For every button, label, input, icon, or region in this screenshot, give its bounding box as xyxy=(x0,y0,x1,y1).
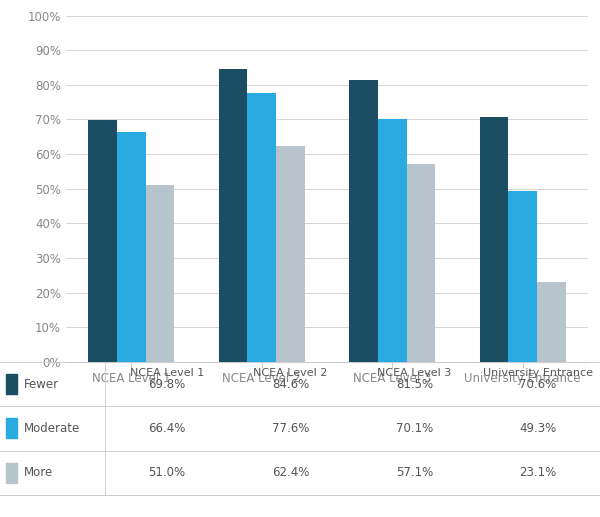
Bar xyxy=(508,191,537,362)
Bar xyxy=(378,119,407,362)
Bar xyxy=(146,185,175,362)
Text: NCEA Level 2: NCEA Level 2 xyxy=(253,368,328,378)
Text: 77.6%: 77.6% xyxy=(272,422,310,435)
Bar xyxy=(6,374,17,394)
Text: 62.4%: 62.4% xyxy=(272,466,310,479)
Bar xyxy=(479,117,508,362)
Bar xyxy=(88,120,117,362)
Text: Fewer: Fewer xyxy=(24,377,59,390)
Text: More: More xyxy=(24,466,53,479)
Bar xyxy=(6,463,17,483)
Text: NCEA Level 3: NCEA Level 3 xyxy=(377,368,452,378)
Text: 66.4%: 66.4% xyxy=(148,422,185,435)
Text: 81.5%: 81.5% xyxy=(396,377,433,390)
Bar xyxy=(117,132,146,362)
Text: 49.3%: 49.3% xyxy=(520,422,557,435)
Text: 57.1%: 57.1% xyxy=(396,466,433,479)
Bar xyxy=(349,80,378,362)
Text: 84.6%: 84.6% xyxy=(272,377,309,390)
Bar xyxy=(247,93,276,362)
Text: University Entrance: University Entrance xyxy=(483,368,593,378)
Text: 23.1%: 23.1% xyxy=(520,466,557,479)
Text: 70.6%: 70.6% xyxy=(520,377,557,390)
Bar xyxy=(537,282,566,362)
Text: 51.0%: 51.0% xyxy=(148,466,185,479)
Text: NCEA Level 1: NCEA Level 1 xyxy=(130,368,204,378)
Bar xyxy=(6,418,17,438)
Bar xyxy=(218,69,247,362)
Bar xyxy=(407,164,436,362)
Bar xyxy=(276,146,305,362)
Text: 70.1%: 70.1% xyxy=(396,422,433,435)
Text: Moderate: Moderate xyxy=(24,422,80,435)
Text: 69.8%: 69.8% xyxy=(148,377,185,390)
